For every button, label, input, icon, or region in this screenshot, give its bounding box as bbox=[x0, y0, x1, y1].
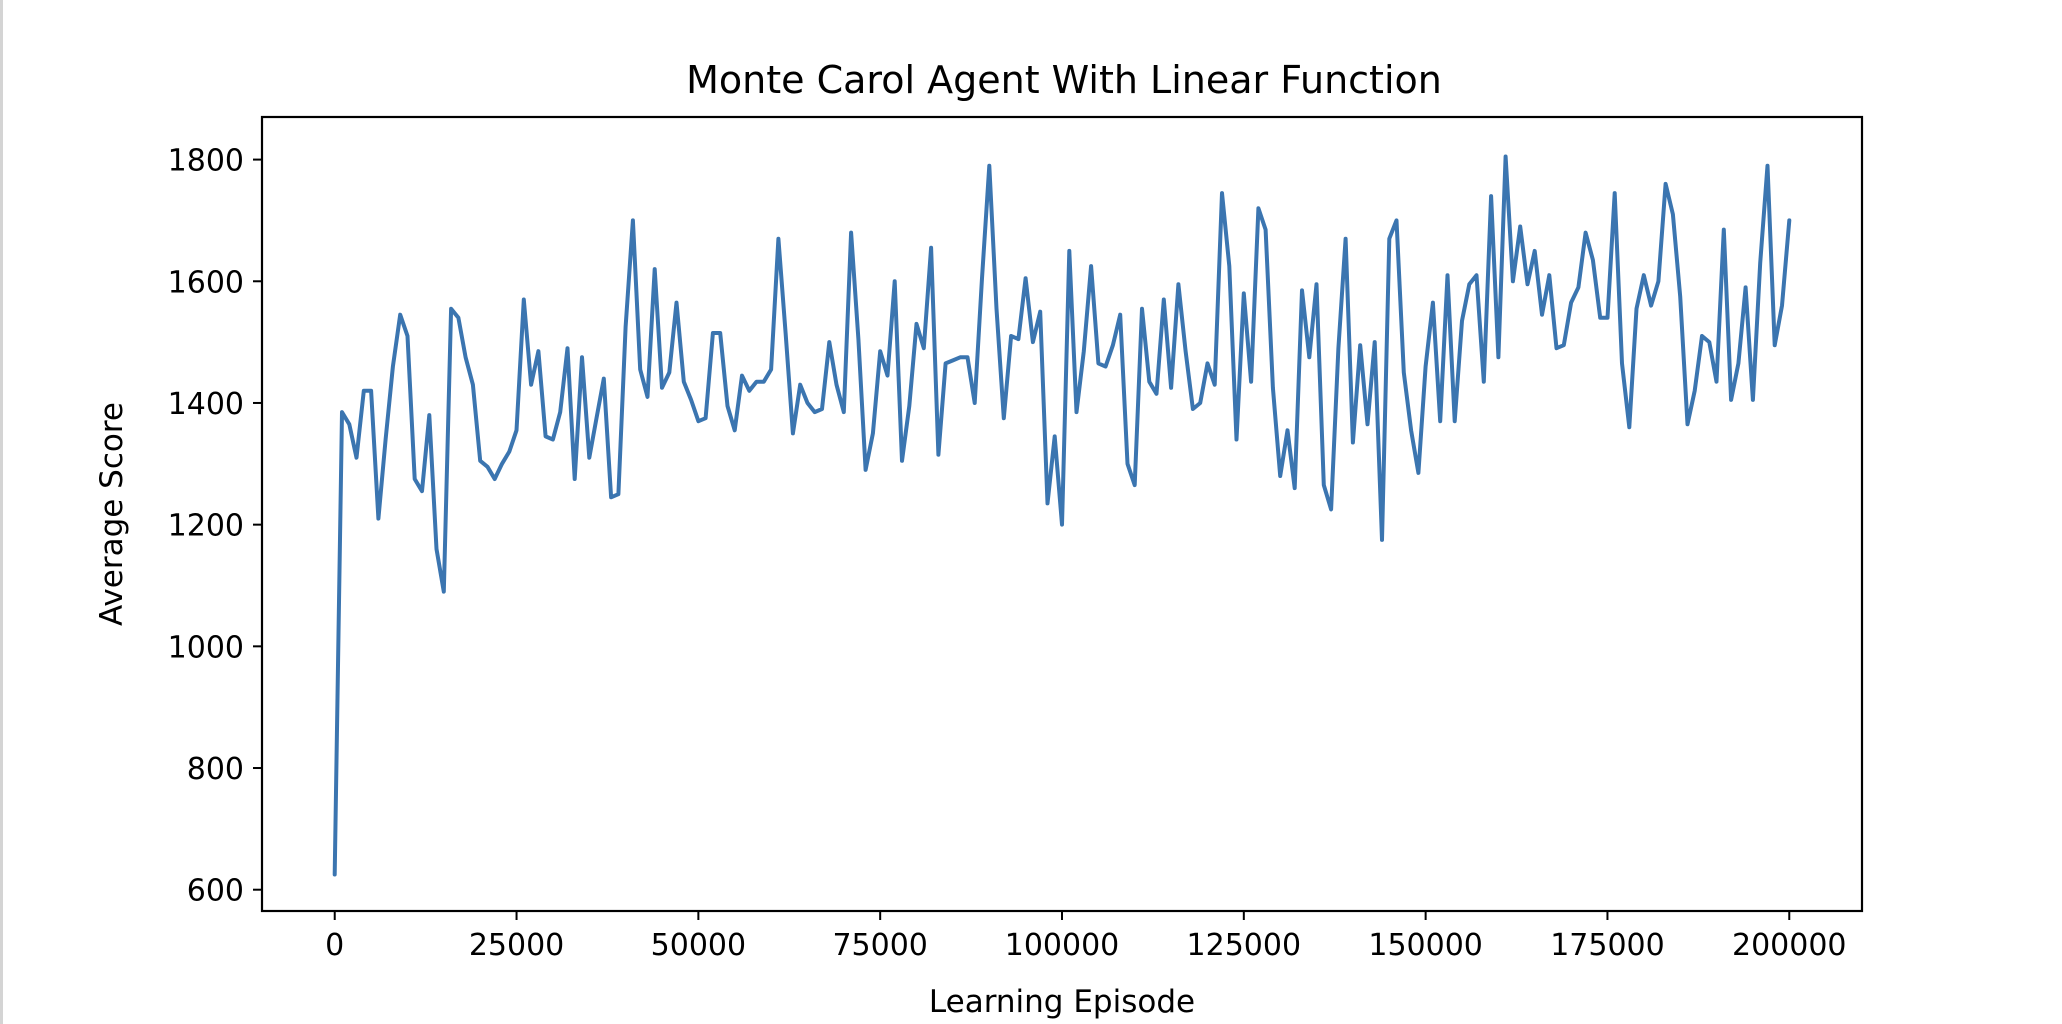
x-tick-label: 50000 bbox=[651, 928, 746, 963]
plot-area bbox=[260, 115, 1864, 913]
y-tick-label: 1800 bbox=[168, 144, 244, 179]
y-tick-label: 800 bbox=[187, 752, 244, 787]
x-tick-label: 125000 bbox=[1187, 928, 1302, 963]
x-tick-label: 100000 bbox=[1005, 928, 1120, 963]
y-tick-label: 1000 bbox=[168, 630, 244, 665]
x-axis: 0 25000 50000 75000 100000 125000 150000 175000… bbox=[325, 911, 1847, 963]
chart-title: Monte Carol Agent With Linear Function bbox=[686, 58, 1442, 102]
y-tick-label: 1200 bbox=[168, 509, 244, 544]
window-left-border bbox=[0, 0, 3, 1024]
y-axis-label: Average Score bbox=[94, 402, 130, 626]
x-axis-label: Learning Episode bbox=[929, 984, 1195, 1020]
x-tick-label: 75000 bbox=[832, 928, 927, 963]
x-tick-label: 200000 bbox=[1732, 928, 1847, 963]
y-tick-label: 600 bbox=[187, 874, 244, 909]
x-tick-label: 175000 bbox=[1550, 928, 1665, 963]
x-tick-label: 0 bbox=[325, 928, 344, 963]
y-tick-label: 1400 bbox=[168, 387, 244, 422]
y-tick-label: 1600 bbox=[168, 265, 244, 300]
y-axis: 600 800 1000 1200 1400 1600 1800 bbox=[168, 144, 262, 909]
x-tick-label: 150000 bbox=[1368, 928, 1483, 963]
series-line bbox=[332, 154, 1792, 877]
x-tick-label: 25000 bbox=[469, 928, 564, 963]
